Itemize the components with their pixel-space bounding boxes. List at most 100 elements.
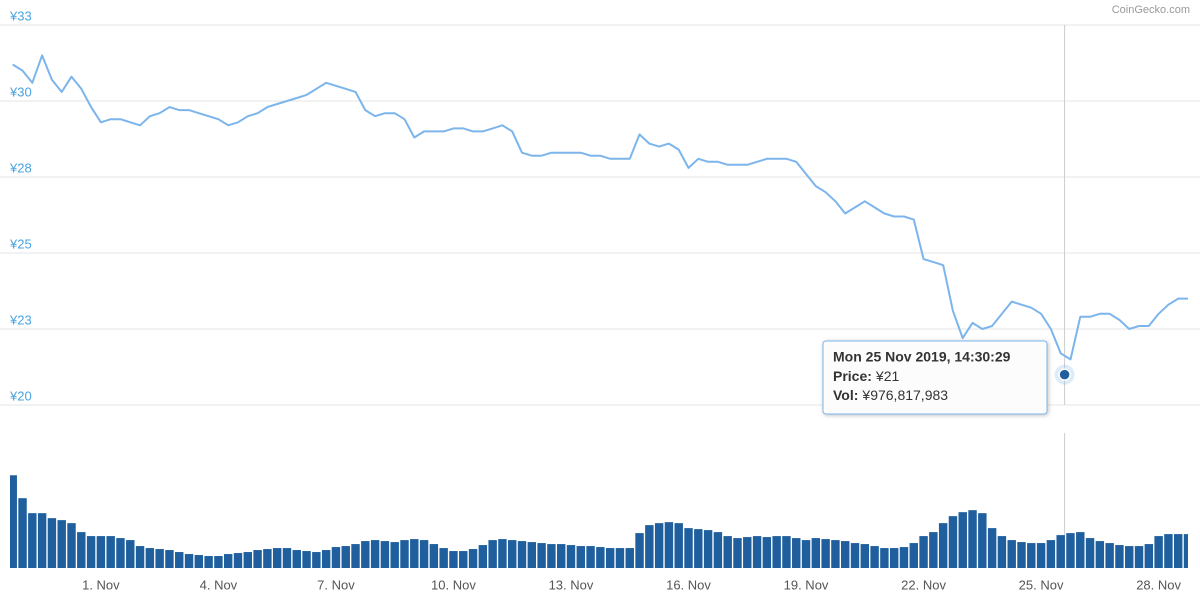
x-tick-label: 22. Nov <box>901 577 946 592</box>
volume-bar <box>10 475 17 568</box>
volume-bar <box>341 546 350 568</box>
y-tick-label: ¥20 <box>9 388 32 403</box>
volume-bar <box>772 536 781 568</box>
volume-bar <box>654 523 664 568</box>
volume-bars <box>10 475 1188 568</box>
x-tick-label: 16. Nov <box>666 577 711 592</box>
volume-bar <box>67 523 76 568</box>
tooltip-vol: Vol: ¥976,817,983 <box>833 387 948 403</box>
volume-bar <box>165 550 174 568</box>
volume-bar <box>126 540 135 568</box>
volume-bar <box>889 548 899 568</box>
volume-bar <box>194 555 204 568</box>
volume-bar <box>175 552 184 568</box>
volume-bar <box>635 533 644 568</box>
y-tick-label: ¥28 <box>9 160 32 175</box>
tooltip-title: Mon 25 Nov 2019, 14:30:29 <box>833 349 1011 365</box>
volume-bar <box>997 536 1007 568</box>
y-tick-label: ¥25 <box>9 236 32 251</box>
volume-bar <box>978 513 987 568</box>
volume-bar <box>547 544 556 568</box>
volume-bar <box>684 528 693 568</box>
volume-bar <box>302 551 311 568</box>
volume-bar <box>782 536 791 568</box>
volume-bar <box>1036 543 1046 568</box>
volume-bar <box>478 545 488 568</box>
volume-bar <box>508 540 517 568</box>
volume-bar <box>929 532 938 568</box>
volume-bar <box>1154 536 1163 568</box>
volume-bar <box>86 536 96 568</box>
volume-bar <box>527 542 537 568</box>
x-tick-label: 13. Nov <box>549 577 594 592</box>
volume-bar <box>1017 542 1026 568</box>
volume-bar <box>498 539 507 568</box>
volume-bar <box>811 538 821 568</box>
volume-bar <box>351 544 360 568</box>
tooltip-price-value: ¥21 <box>875 368 900 384</box>
volume-bar <box>605 548 615 568</box>
volume-bar <box>214 556 223 568</box>
y-tick-label: ¥30 <box>9 84 32 99</box>
volume-bar <box>762 537 772 568</box>
volume-bar <box>390 542 399 568</box>
price-line-layer <box>12 54 1188 385</box>
volume-bar <box>37 513 47 568</box>
volume-bar <box>410 539 419 568</box>
volume-bar <box>1027 543 1036 568</box>
volume-bar <box>703 530 713 568</box>
volume-bar <box>1007 540 1016 568</box>
volume-bar <box>116 538 125 568</box>
volume-bar <box>948 516 958 568</box>
volume-bar <box>566 545 576 568</box>
volume-bar <box>899 547 909 568</box>
grid: ¥20 ¥23 ¥25 ¥28 ¥30 ¥33 1. Nov 4. Nov 7. Nov 10. … <box>0 8 1200 592</box>
volume-bar <box>282 548 292 568</box>
volume-bar <box>321 550 331 568</box>
volume-bar <box>792 538 801 568</box>
volume-bar <box>429 544 439 568</box>
volume-bar <box>204 556 213 568</box>
volume-bar <box>419 540 429 568</box>
volume-bar <box>135 546 145 568</box>
volume-bar <box>459 551 468 568</box>
volume-bar <box>645 525 654 568</box>
volume-bar <box>1105 543 1114 568</box>
x-tick-label: 7. Nov <box>317 577 355 592</box>
volume-bar <box>380 541 390 568</box>
volume-bar <box>1125 546 1134 568</box>
volume-bar <box>576 546 585 568</box>
volume-bar <box>664 522 674 568</box>
x-tick-label: 19. Nov <box>784 577 829 592</box>
volume-bar <box>272 548 282 568</box>
volume-bar <box>958 512 967 568</box>
volume-bar <box>106 536 115 568</box>
tooltip-box <box>822 340 1048 415</box>
tooltip: Mon 25 Nov 2019, 14:30:29 Price: ¥21 Vol:… <box>822 340 1048 415</box>
hover-marker <box>1058 368 1071 381</box>
volume-bar <box>361 541 370 568</box>
volume-bar <box>1183 534 1188 568</box>
volume-bar <box>801 540 811 568</box>
volume-bar <box>517 541 527 568</box>
volume-bar <box>1076 532 1085 568</box>
volume-bar <box>537 543 546 568</box>
volume-bar <box>223 554 233 568</box>
volume-bar <box>860 544 870 568</box>
volume-bar <box>743 537 752 568</box>
volume-bar <box>400 540 409 568</box>
volume-bar <box>439 548 448 568</box>
volume-bar <box>831 540 840 568</box>
y-tick-label: ¥23 <box>9 312 32 327</box>
volume-bar <box>47 518 57 568</box>
x-tick-label: 10. Nov <box>431 577 476 592</box>
volume-bar <box>870 546 879 568</box>
volume-bar <box>1134 546 1144 568</box>
volume-bar <box>1115 545 1124 568</box>
x-tick-label: 4. Nov <box>200 577 238 592</box>
volume-bar <box>938 523 948 568</box>
x-tick-label: 1. Nov <box>82 577 120 592</box>
x-tick-label: 25. Nov <box>1019 577 1064 592</box>
volume-bar <box>713 532 723 568</box>
